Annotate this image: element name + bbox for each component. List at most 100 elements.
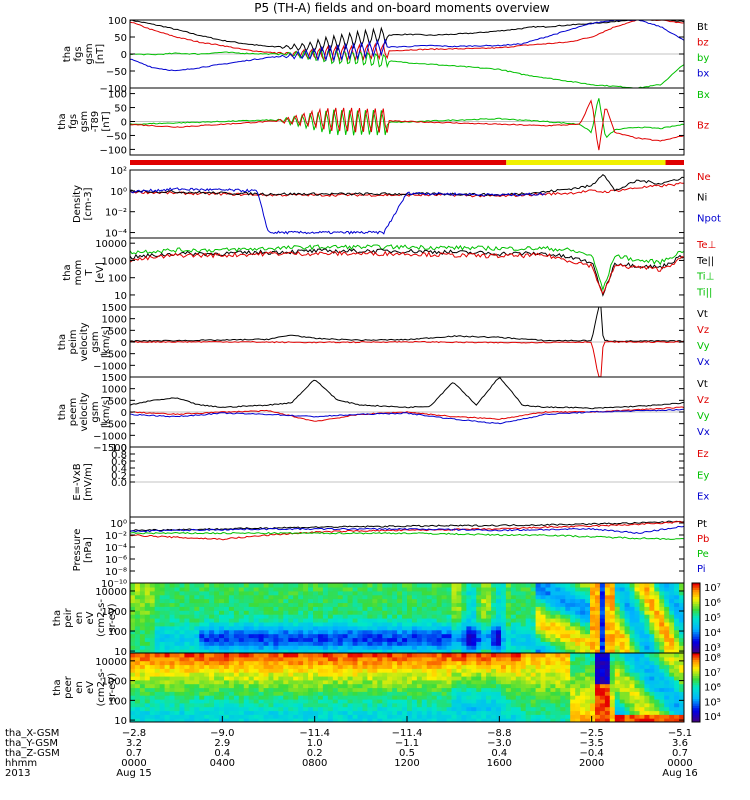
- spectrogram-cell: [352, 610, 359, 615]
- spectrogram-cell: [659, 629, 665, 635]
- y-axis-label: [km/s]: [101, 326, 112, 358]
- spectrogram-cell: [224, 706, 230, 712]
- spectrogram-cell: [308, 691, 314, 696]
- spectrogram-cell: [159, 714, 166, 719]
- spectrogram-cell: [367, 679, 373, 685]
- spectrogram-cell: [199, 625, 205, 631]
- spectrogram-cell: [179, 610, 185, 615]
- spectrogram-cell: [471, 660, 477, 666]
- spectrogram-cell: [253, 668, 260, 673]
- spectrogram-cell: [189, 683, 195, 689]
- spectrogram-cell: [367, 633, 373, 639]
- spectrogram-cell: [560, 656, 566, 662]
- spectrogram-cell: [416, 629, 423, 635]
- spectrogram-cell: [219, 668, 225, 673]
- spectrogram-cell: [214, 664, 220, 669]
- spectrogram-cell: [189, 610, 195, 615]
- spectrogram-cell: [273, 637, 279, 642]
- spectrogram-cell: [525, 714, 532, 719]
- spectrogram-cell: [426, 672, 433, 677]
- spectrogram-cell: [243, 637, 250, 642]
- spectrogram-cell: [199, 676, 205, 681]
- x-tick-label-y: 3.6: [672, 738, 688, 749]
- spectrogram-cell: [411, 614, 418, 619]
- spectrogram-cell: [550, 586, 556, 592]
- spectrogram-cell: [189, 706, 195, 712]
- spectrogram-cell: [595, 598, 601, 604]
- spectrogram-cell: [179, 614, 185, 619]
- spectrogram-cell: [491, 695, 497, 700]
- spectrogram-cell: [649, 594, 655, 600]
- spectrogram-cell: [154, 629, 161, 635]
- spectrogram-cell: [219, 660, 225, 666]
- spectrogram-cell: [189, 664, 195, 669]
- colorbar-cell: [692, 703, 700, 707]
- spectrogram-cell: [164, 672, 171, 677]
- spectrogram-cell: [159, 672, 166, 677]
- spectrogram-cell: [367, 691, 373, 696]
- spectrogram-cell: [580, 586, 586, 592]
- spectrogram-cell: [387, 672, 393, 677]
- spectrogram-cell: [570, 583, 576, 588]
- spectrogram-cell: [515, 718, 522, 722]
- spectrogram-cell: [204, 649, 210, 653]
- spectrogram-cell: [248, 637, 255, 642]
- spectrogram-cell: [130, 590, 136, 596]
- spectrogram-cell: [273, 699, 279, 704]
- spectrogram-cell: [580, 649, 586, 653]
- spectrogram-cell: [471, 645, 477, 650]
- spectrogram-cell: [456, 702, 462, 708]
- spectrogram-cell: [451, 668, 457, 673]
- spectrogram-cell: [555, 672, 561, 677]
- spectrogram-cell: [293, 649, 299, 653]
- spectrogram-cell: [416, 618, 423, 623]
- ephemeris-row-label: tha_Z-GSM: [5, 748, 60, 759]
- spectrogram-cell: [555, 602, 561, 607]
- spectrogram-cell: [377, 625, 383, 631]
- spectrogram-cell: [604, 676, 611, 681]
- spectrogram-cell: [555, 668, 561, 673]
- spectrogram-cell: [288, 710, 294, 715]
- spectrogram-cell: [337, 629, 344, 635]
- spectrogram-cell: [278, 679, 284, 685]
- spectrogram-cell: [308, 641, 314, 646]
- spectrogram-cell: [619, 649, 626, 653]
- spectrogram-cell: [377, 672, 383, 677]
- spectrogram-cell: [273, 653, 279, 658]
- spectrogram-cell: [402, 618, 408, 623]
- spectrogram-cell: [565, 706, 571, 712]
- spectrogram-cell: [130, 683, 136, 689]
- spectrogram-cell: [624, 645, 631, 650]
- spectrogram-cell: [228, 590, 235, 596]
- spectrogram-cell: [679, 656, 684, 662]
- spectrogram-cell: [545, 679, 551, 685]
- spectrogram-cell: [149, 610, 156, 615]
- spectrogram-cell: [515, 710, 522, 715]
- spectrogram-cell: [451, 649, 457, 653]
- colorbar-cell: [692, 625, 700, 628]
- spectrogram-cell: [362, 641, 368, 646]
- spectrogram-cell: [189, 645, 195, 650]
- spectrogram-cell: [402, 660, 408, 666]
- spectrogram-cell: [590, 676, 596, 681]
- spectrogram-cell: [387, 618, 393, 623]
- spectrogram-cell: [139, 676, 146, 681]
- spectrogram-cell: [619, 625, 626, 631]
- spectrogram-cell: [510, 679, 517, 685]
- spectrogram-cell: [169, 629, 176, 635]
- spectrogram-cell: [139, 625, 146, 631]
- spectrogram-cell: [283, 672, 289, 677]
- spectrogram-cell: [238, 653, 245, 658]
- spectrogram-cell: [139, 672, 146, 677]
- spectrogram-cell: [649, 672, 655, 677]
- spectrogram-cell: [342, 645, 349, 650]
- spectrogram-cell: [619, 676, 626, 681]
- spectrogram-cell: [416, 649, 423, 653]
- spectrogram-cell: [520, 598, 527, 604]
- spectrogram-cell: [614, 664, 621, 669]
- spectrogram-cell: [580, 633, 586, 639]
- spectrogram-cell: [402, 649, 408, 653]
- colorbar-tick-label: 10⁶: [704, 683, 721, 694]
- spectrogram-cell: [308, 586, 314, 592]
